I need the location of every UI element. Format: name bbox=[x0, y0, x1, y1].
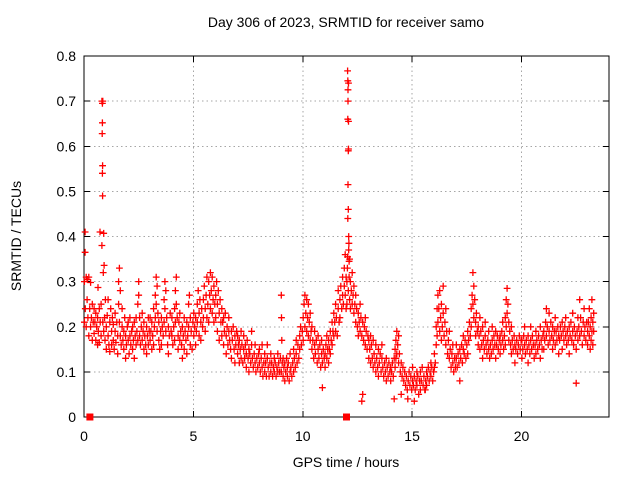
x-axis-label: GPS time / hours bbox=[293, 454, 400, 470]
x-tick-label: 5 bbox=[190, 428, 198, 444]
y-tick-label: 0.7 bbox=[57, 93, 77, 109]
x-tick-label: 20 bbox=[514, 428, 530, 444]
y-tick-label: 0 bbox=[68, 409, 76, 425]
y-axis-label: SRMTID / TECUs bbox=[8, 181, 24, 291]
y-tick-label: 0.4 bbox=[57, 229, 77, 245]
y-tick-label: 0.2 bbox=[57, 319, 77, 335]
chart-title: Day 306 of 2023, SRMTID for receiver sam… bbox=[208, 14, 484, 30]
zero-square-marker bbox=[86, 413, 94, 421]
zero-square-marker bbox=[343, 413, 350, 421]
y-tick-label: 0.5 bbox=[57, 183, 77, 199]
y-tick-label: 0.1 bbox=[57, 364, 77, 380]
x-tick-label: 15 bbox=[404, 428, 420, 444]
x-tick-label: 0 bbox=[80, 428, 88, 444]
x-tick-label: 10 bbox=[295, 428, 311, 444]
y-tick-label: 0.8 bbox=[57, 48, 77, 64]
y-tick-label: 0.6 bbox=[57, 138, 77, 154]
tick-labels: 0 5 10 15 20 0 0.1 0.2 0.3 0.4 0.5 0.6 0.7 0.8 bbox=[57, 48, 530, 444]
y-tick-label: 0.3 bbox=[57, 274, 77, 290]
scatter-plus-markers bbox=[81, 67, 598, 405]
data-points bbox=[81, 67, 598, 421]
